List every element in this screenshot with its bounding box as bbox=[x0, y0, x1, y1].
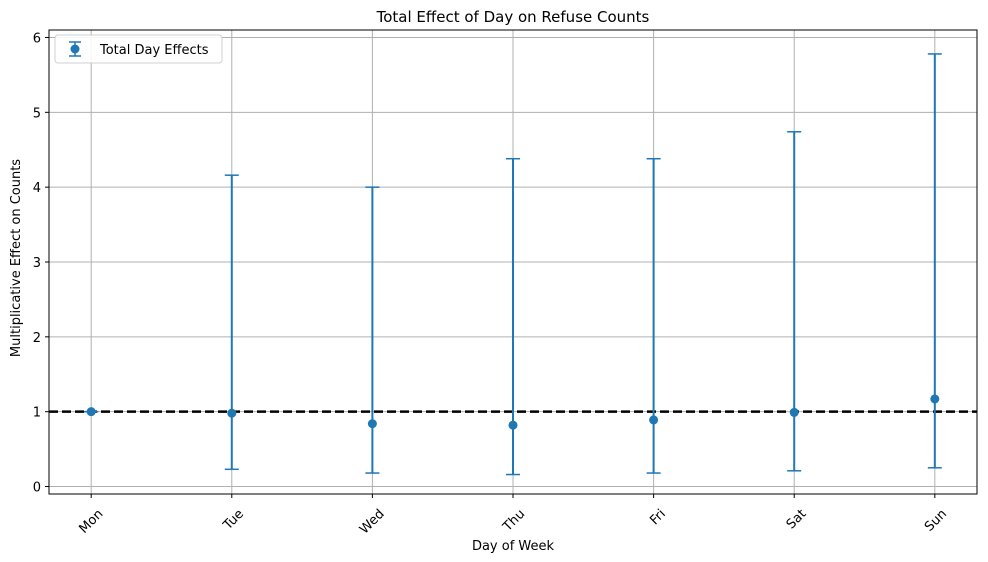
legend-marker bbox=[69, 41, 81, 57]
y-tick-label: 4 bbox=[33, 181, 41, 196]
data-point bbox=[930, 394, 940, 404]
x-tick-label: Tue bbox=[220, 507, 247, 534]
x-tick-label: Sun bbox=[922, 507, 950, 535]
series-group bbox=[84, 53, 942, 476]
x-tick-label: Sat bbox=[784, 507, 810, 533]
legend: Total Day Effects bbox=[54, 34, 223, 64]
data-point bbox=[367, 419, 377, 429]
y-axis-label: Multiplicative Effect on Counts bbox=[9, 159, 24, 357]
x-tick-label: Fri bbox=[647, 507, 669, 529]
x-tick-label: Thu bbox=[500, 507, 529, 536]
y-tick-label: 1 bbox=[33, 406, 41, 421]
data-point bbox=[508, 420, 518, 430]
data-point bbox=[227, 408, 237, 418]
legend-label: Total Day Effects bbox=[99, 43, 209, 58]
y-tick-label: 3 bbox=[33, 256, 41, 271]
x-tick-label: Wed bbox=[357, 507, 388, 538]
data-point bbox=[789, 407, 799, 417]
legend-frame bbox=[54, 34, 223, 64]
y-tick-label: 5 bbox=[33, 106, 41, 121]
chart-title: Total Effect of Day on Refuse Counts bbox=[376, 8, 650, 26]
legend-point bbox=[70, 44, 80, 54]
data-point bbox=[86, 407, 96, 417]
y-tick-label: 6 bbox=[33, 31, 41, 46]
x-axis-label: Day of Week bbox=[472, 539, 555, 554]
y-tick-label: 2 bbox=[33, 331, 41, 346]
data-point bbox=[649, 415, 659, 425]
ticks: 0 1 2 3 4 5 6 Mon Tue Wed Thu Fri Sat Sun bbox=[33, 31, 950, 537]
x-tick-label: Mon bbox=[76, 507, 106, 537]
y-tick-label: 0 bbox=[33, 481, 41, 496]
